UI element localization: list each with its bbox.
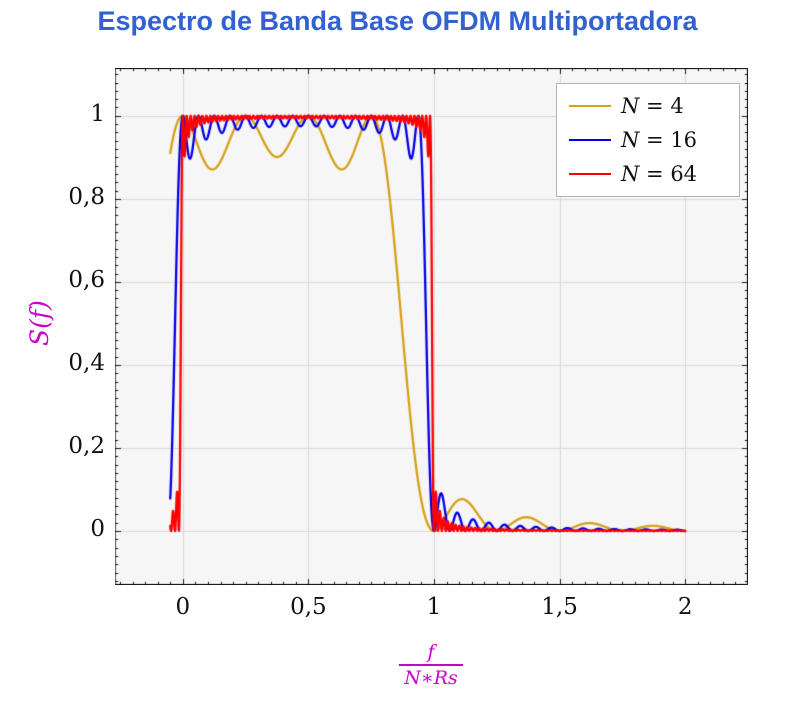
legend-item: N = 16 (557, 123, 739, 157)
legend-line-sample (569, 139, 611, 141)
legend-item: N = 4 (557, 89, 739, 123)
y-tick-label: 1 (90, 100, 105, 127)
y-axis-label: S(f) (25, 300, 54, 346)
y-tick-label: 0,8 (68, 183, 105, 210)
x-axis-label-numerator: f (427, 641, 435, 663)
y-tick-label: 0,4 (68, 349, 105, 376)
x-tick-label: 0 (175, 594, 191, 620)
x-tick-label: 1,5 (541, 594, 578, 620)
legend: N = 4 N = 16 N = 64 (556, 83, 740, 197)
x-tick-label: 2 (677, 594, 693, 620)
fraction-bar (399, 664, 463, 666)
legend-line-sample (569, 173, 611, 175)
legend-line-sample (569, 105, 611, 107)
legend-label: N = 64 (621, 162, 698, 186)
y-tick-label: 0,2 (68, 432, 105, 459)
y-tick-label: 0,6 (68, 266, 105, 293)
chart-title: Espectro de Banda Base OFDM Multiportado… (97, 6, 698, 36)
legend-label: N = 4 (621, 94, 684, 118)
y-tick-label: 0 (90, 516, 105, 543)
x-axis-label-denominator: N∗Rs (404, 667, 458, 689)
x-axis-label: f N∗Rs (381, 642, 481, 688)
x-tick-label: 1 (426, 594, 442, 620)
x-tick-label: 0,5 (290, 594, 327, 620)
legend-item: N = 64 (557, 157, 739, 191)
legend-label: N = 16 (621, 128, 698, 152)
